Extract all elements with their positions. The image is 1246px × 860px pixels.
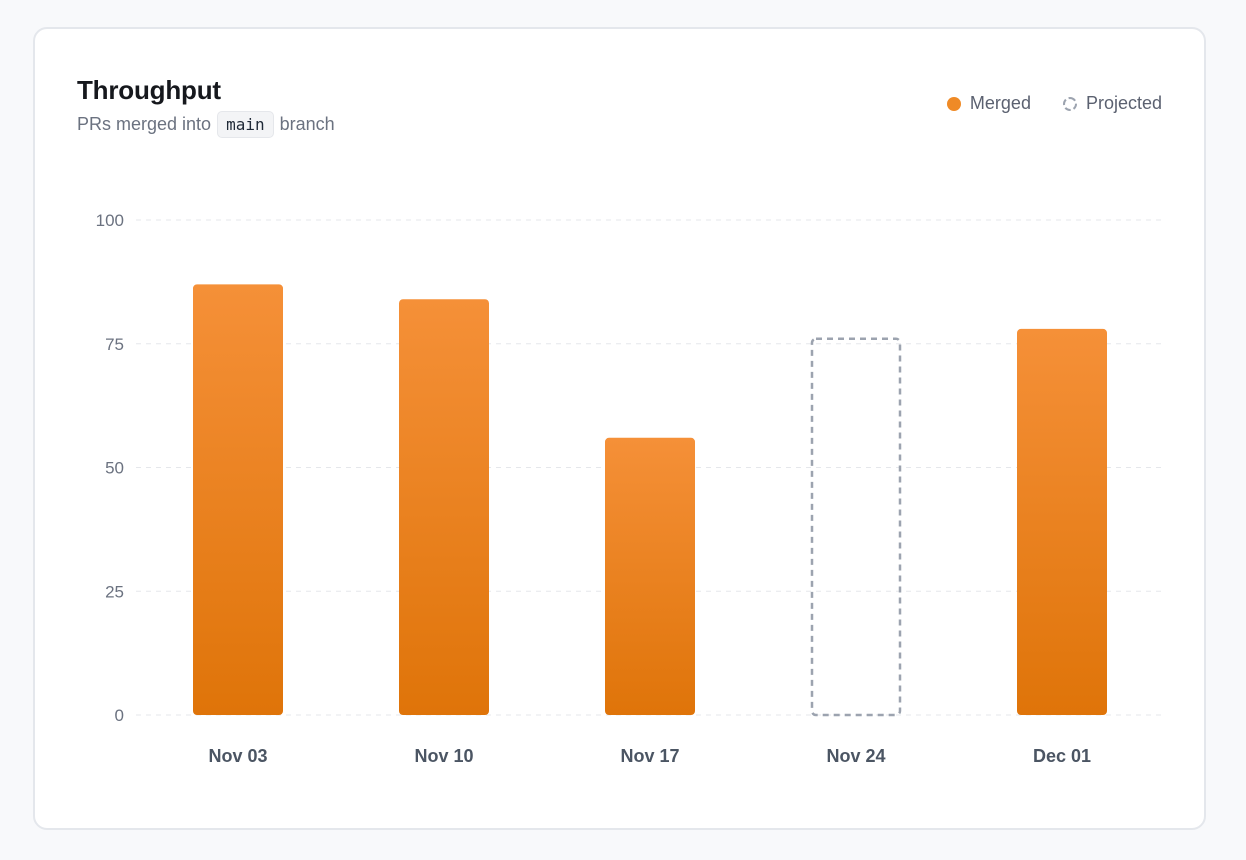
bars — [193, 284, 1107, 717]
y-tick-label: 50 — [105, 459, 124, 478]
x-axis-labels: Nov 03 Nov 10 Nov 17 Nov 24 Dec 01 — [208, 746, 1091, 766]
subtitle-suffix: branch — [279, 114, 335, 134]
x-category-label: Nov 03 — [208, 746, 267, 766]
projected-dashed-circle-icon — [1062, 96, 1077, 111]
chart-legend: Merged Projected — [946, 93, 1162, 114]
branch-code-chip: main — [217, 111, 274, 138]
bar-merged-dec-01[interactable] — [1017, 328, 1107, 715]
bar-merged-nov-17[interactable] — [605, 437, 695, 715]
legend-item-projected[interactable]: Projected — [1062, 93, 1162, 114]
y-tick-label: 0 — [115, 706, 124, 725]
y-axis-ticks: 0 25 50 75 100 — [96, 211, 124, 725]
x-category-label: Dec 01 — [1033, 746, 1091, 766]
chart-subtitle: PRs merged into main branch — [77, 111, 335, 138]
legend-label-merged: Merged — [969, 93, 1031, 113]
y-tick-label: 100 — [96, 211, 124, 230]
merged-dot-icon — [946, 96, 961, 111]
x-category-label: Nov 10 — [414, 746, 473, 766]
legend-label-projected: Projected — [1085, 93, 1162, 113]
chart-title: Throughput — [77, 75, 221, 105]
bar-projected-nov-24[interactable] — [810, 337, 902, 717]
x-category-label: Nov 24 — [826, 746, 885, 766]
y-tick-label: 75 — [105, 335, 124, 354]
x-category-label: Nov 17 — [620, 746, 679, 766]
bar-merged-nov-10[interactable] — [399, 299, 489, 715]
legend-item-merged[interactable]: Merged — [946, 93, 1031, 114]
bar-merged-nov-03[interactable] — [193, 284, 283, 715]
y-tick-label: 25 — [105, 582, 124, 601]
subtitle-prefix: PRs merged into — [77, 114, 212, 134]
